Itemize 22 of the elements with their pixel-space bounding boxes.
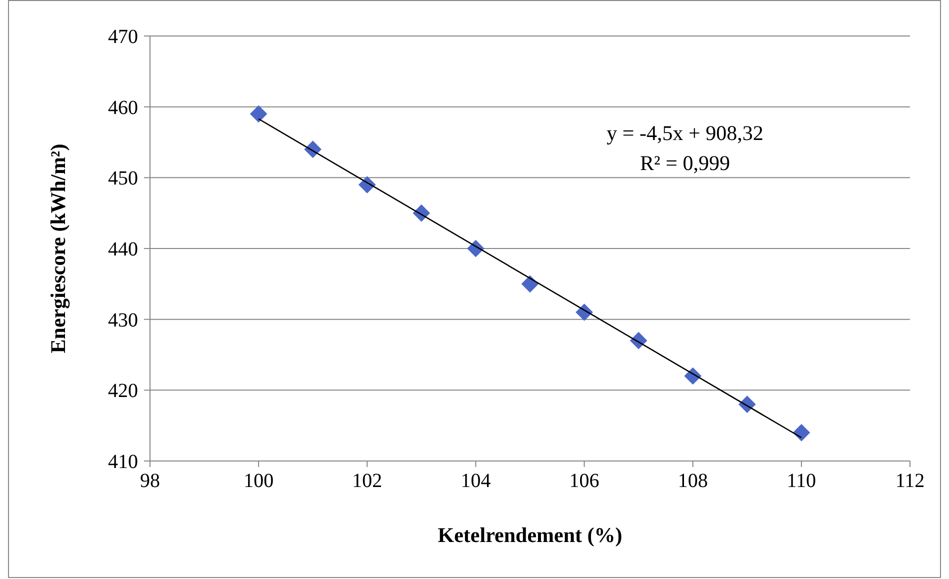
annotation: y = -4,5x + 908,32 xyxy=(606,121,764,145)
x-tick-label: 100 xyxy=(244,470,274,492)
y-tick-label: 410 xyxy=(108,451,138,473)
x-tick-label: 112 xyxy=(895,470,925,492)
y-tick-label: 420 xyxy=(108,380,138,402)
x-tick-label: 102 xyxy=(352,470,382,492)
point xyxy=(250,105,268,123)
x-tick-label: 106 xyxy=(569,470,600,492)
y-tick-label: 450 xyxy=(108,168,138,190)
point xyxy=(521,275,539,293)
y-tick-label: 470 xyxy=(108,26,138,48)
x-tick-label: 108 xyxy=(678,470,708,492)
y-tick-label: 460 xyxy=(108,96,138,119)
y-tick-label: 430 xyxy=(108,309,138,332)
x-tick-label: 98 xyxy=(140,470,160,492)
x-tick-label: 110 xyxy=(786,470,816,492)
y-axis-title: Energiescore (kWh/m²) xyxy=(46,144,70,354)
point xyxy=(792,424,810,442)
x-axis-title: Ketelrendement (%) xyxy=(438,523,622,547)
annotation: R² = 0,999 xyxy=(640,151,730,175)
y-tick-label: 440 xyxy=(108,238,138,260)
x-tick-label: 104 xyxy=(460,470,491,492)
